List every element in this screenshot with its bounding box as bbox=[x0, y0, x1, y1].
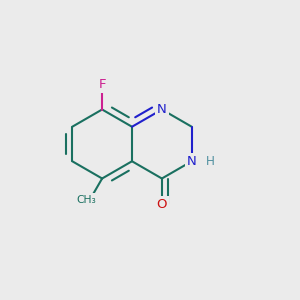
Text: H: H bbox=[206, 155, 215, 168]
Text: F: F bbox=[98, 78, 106, 91]
Text: N: N bbox=[187, 155, 196, 168]
Text: O: O bbox=[157, 198, 167, 211]
Text: CH₃: CH₃ bbox=[77, 195, 97, 205]
Text: N: N bbox=[157, 103, 167, 116]
